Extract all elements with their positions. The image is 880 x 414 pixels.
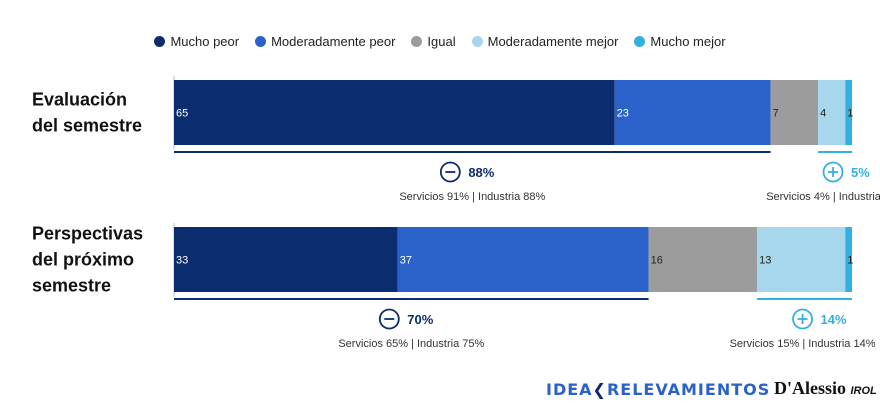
bar-value-label: 1 <box>847 108 853 120</box>
category-label: Perspectivas del próximo semestre <box>32 224 143 296</box>
legend-item: Mucho peor <box>154 34 239 49</box>
bar-segment <box>818 80 846 145</box>
positive-total-value: 14% <box>821 312 847 327</box>
legend-label: Mucho peor <box>170 34 240 49</box>
bar-value-label: 23 <box>617 108 629 120</box>
negative-breakdown: Servicios 91% | Industria 88% <box>399 191 545 203</box>
bar-value-label: 65 <box>176 108 188 120</box>
legend-swatch <box>634 36 646 47</box>
legend-item: Moderadamente peor <box>255 34 395 49</box>
bar-segment <box>614 80 771 145</box>
minus-circle-icon <box>439 161 461 183</box>
bar-segment <box>397 227 649 292</box>
bar-value-label: 1 <box>847 255 853 267</box>
bar-segment <box>648 227 758 292</box>
legend-item: Mucho mejor <box>634 34 726 49</box>
legend-item: Moderadamente mejor <box>471 34 619 49</box>
legend-swatch <box>471 36 483 47</box>
dalessio-irol-logo: D'Alessio IROL <box>774 378 877 398</box>
bar-value-label: 4 <box>820 108 826 120</box>
legend-swatch <box>411 36 423 47</box>
legend-item: Igual <box>411 34 456 49</box>
bar-segment <box>174 80 615 145</box>
legend-swatch <box>154 36 166 47</box>
positive-total-value: 5% <box>851 165 870 180</box>
plus-circle-icon <box>822 161 844 183</box>
bar-segment <box>845 80 852 145</box>
bar-segment <box>757 227 846 292</box>
chart-legend: Mucho peor Moderadamente peor Igual Moderad… <box>0 34 880 49</box>
legend-label: Mucho mejor <box>650 34 726 49</box>
category-label: Evaluación del semestre <box>32 90 142 136</box>
bar-value-label: 7 <box>773 108 779 120</box>
idea-relevamientos-logo: IDEA❮RELEVAMIENTOS <box>546 380 771 399</box>
minus-circle-icon <box>378 308 400 330</box>
plus-circle-icon <box>792 308 813 330</box>
legend-label: Igual <box>427 34 456 49</box>
bar-value-label: 16 <box>651 255 663 267</box>
positive-breakdown: Servicios 4% | Industria 5% <box>766 191 880 203</box>
negative-total-value: 70% <box>407 312 433 327</box>
bar-segment <box>770 80 819 145</box>
bar-value-label: 33 <box>176 255 188 267</box>
negative-total-value: 88% <box>468 165 494 180</box>
negative-breakdown: Servicios 65% | Industria 75% <box>338 338 484 350</box>
legend-label: Moderadamente peor <box>271 34 396 49</box>
bar-segment <box>845 227 852 292</box>
legend-label: Moderadamente mejor <box>487 34 619 49</box>
legend-swatch <box>255 36 267 47</box>
bar-value-label: 37 <box>400 255 412 267</box>
positive-breakdown: Servicios 15% | Industria 14% <box>730 338 876 350</box>
bar-segment <box>174 227 398 292</box>
bar-value-label: 13 <box>759 255 771 267</box>
